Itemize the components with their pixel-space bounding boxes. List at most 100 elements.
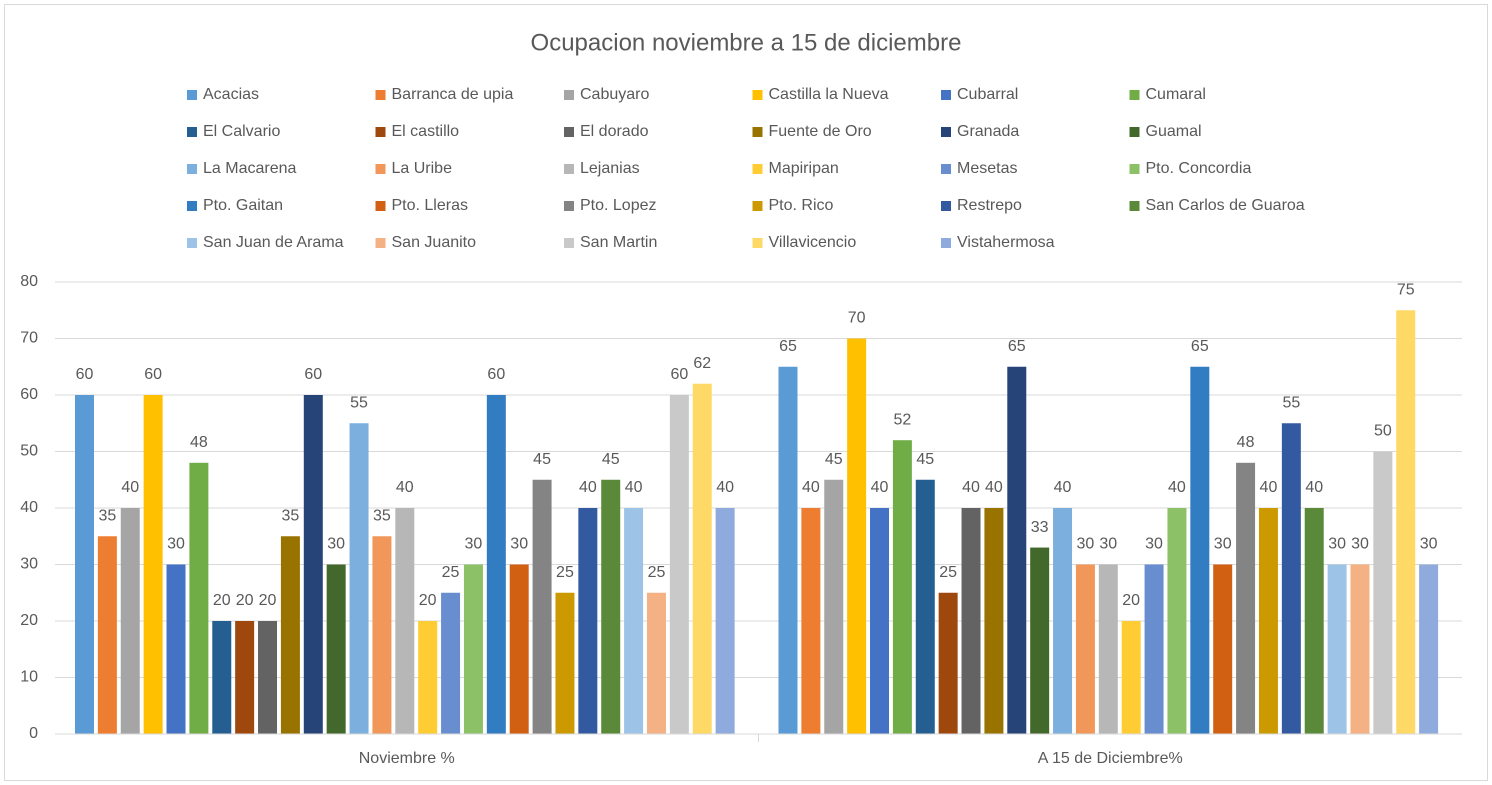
data-label: 20	[1122, 592, 1140, 609]
legend-label: El Calvario	[203, 123, 280, 140]
data-label: 60	[670, 366, 688, 383]
x-tick-label: Noviembre %	[359, 750, 455, 767]
bar	[326, 564, 346, 734]
data-label: 40	[871, 479, 889, 496]
y-tick-label: 40	[20, 499, 38, 516]
legend-swatch	[1129, 164, 1140, 174]
bar	[824, 479, 844, 734]
data-label: 40	[1260, 479, 1278, 496]
bar	[1167, 508, 1187, 734]
data-label: 65	[779, 338, 797, 355]
data-label: 25	[648, 564, 666, 581]
legend-label: Cumaral	[1146, 86, 1206, 103]
legend-swatch	[752, 90, 763, 100]
legend-swatch	[187, 90, 197, 100]
y-tick-label: 20	[20, 612, 38, 629]
legend-swatch	[752, 164, 763, 174]
bar	[120, 508, 140, 734]
legend-label: La Uribe	[392, 160, 453, 177]
bar	[847, 338, 867, 734]
legend-swatch	[187, 164, 197, 174]
data-label: 75	[1397, 281, 1415, 298]
data-label: 45	[533, 451, 551, 468]
bar	[1396, 310, 1416, 734]
legend-swatch	[564, 90, 574, 100]
data-label: 45	[602, 451, 620, 468]
legend-swatch	[941, 238, 951, 248]
legend-swatch	[1129, 127, 1140, 137]
bar	[870, 508, 890, 734]
bar	[212, 621, 232, 734]
data-label: 52	[893, 411, 911, 428]
data-label: 30	[1099, 536, 1117, 553]
bar	[532, 479, 552, 734]
legend-swatch	[375, 201, 386, 211]
bar	[778, 366, 798, 734]
legend-swatch	[752, 238, 763, 248]
legend-swatch	[187, 238, 197, 248]
data-label: 20	[213, 592, 231, 609]
data-label: 40	[121, 479, 139, 496]
data-label: 65	[1008, 338, 1026, 355]
legend-label: El castillo	[392, 123, 460, 140]
legend-swatch	[941, 164, 951, 174]
data-label: 30	[465, 536, 483, 553]
legend-swatch	[1129, 90, 1140, 100]
legend-swatch	[941, 201, 951, 211]
data-label: 40	[962, 479, 980, 496]
data-label: 20	[419, 592, 437, 609]
data-label: 55	[1282, 394, 1300, 411]
data-label: 40	[985, 479, 1003, 496]
data-label: 40	[802, 479, 820, 496]
bar	[892, 440, 912, 734]
data-label: 33	[1031, 519, 1049, 536]
y-tick-label: 30	[20, 556, 38, 573]
bar	[1419, 564, 1439, 734]
data-label: 30	[167, 536, 185, 553]
legend-label: San Carlos de Guaroa	[1146, 197, 1305, 214]
legend-label: Granada	[957, 123, 1019, 140]
data-label: 35	[98, 507, 116, 524]
bar	[578, 508, 598, 734]
bar	[441, 592, 461, 734]
legend-swatch	[187, 127, 197, 137]
legend-label: San Martin	[580, 234, 657, 251]
data-label: 35	[282, 507, 300, 524]
data-label: 30	[1214, 536, 1232, 553]
y-tick-label: 60	[20, 386, 38, 403]
data-label: 40	[1054, 479, 1072, 496]
data-label: 20	[259, 592, 277, 609]
y-tick-label: 70	[20, 330, 38, 347]
bar	[1213, 564, 1233, 734]
data-label: 30	[1145, 536, 1163, 553]
bar	[143, 395, 163, 734]
legend-label: Mapiripan	[769, 160, 839, 177]
data-label: 45	[825, 451, 843, 468]
bar	[1258, 508, 1278, 734]
legend-swatch	[1129, 201, 1140, 211]
data-label: 25	[939, 564, 957, 581]
data-label: 30	[1328, 536, 1346, 553]
data-label: 25	[556, 564, 574, 581]
data-label: 70	[848, 310, 866, 327]
bar	[1030, 547, 1050, 734]
data-label: 48	[1237, 434, 1255, 451]
legend-label: Guamal	[1146, 123, 1202, 140]
bar	[189, 462, 209, 734]
data-label: 40	[716, 479, 734, 496]
bar	[1075, 564, 1095, 734]
data-label: 60	[76, 366, 94, 383]
bar	[463, 564, 483, 734]
x-tick-label: A 15 de Diciembre%	[1038, 750, 1183, 767]
legend-swatch	[564, 164, 574, 174]
legend-swatch	[752, 127, 763, 137]
bar	[624, 508, 644, 734]
data-label: 65	[1191, 338, 1209, 355]
bar	[1098, 564, 1118, 734]
legend-swatch	[941, 127, 951, 137]
data-label: 62	[693, 355, 711, 372]
bar	[984, 508, 1004, 734]
bar	[938, 592, 958, 734]
y-tick-label: 0	[29, 725, 38, 742]
